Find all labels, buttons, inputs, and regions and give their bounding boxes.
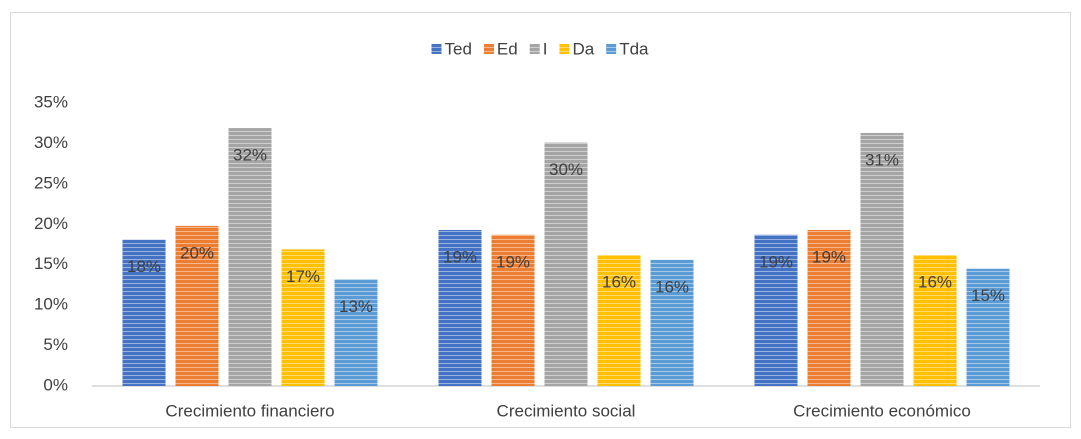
legend-label: Da bbox=[572, 39, 594, 58]
y-tick-label: 10% bbox=[34, 295, 68, 314]
legend-swatch bbox=[559, 44, 570, 54]
y-tick-label: 15% bbox=[34, 254, 68, 273]
data-label: 19% bbox=[496, 252, 530, 271]
legend-label: I bbox=[543, 39, 548, 58]
data-label: 19% bbox=[443, 247, 477, 266]
legend-label: Tda bbox=[619, 39, 649, 58]
data-label: 30% bbox=[549, 160, 583, 179]
data-label: 16% bbox=[918, 272, 952, 291]
legend-swatch bbox=[606, 44, 617, 54]
bar bbox=[491, 234, 535, 386]
y-tick-label: 30% bbox=[34, 133, 68, 152]
data-label: 13% bbox=[339, 297, 373, 316]
legend-label: Ed bbox=[497, 39, 518, 58]
data-label: 32% bbox=[233, 146, 267, 165]
bar bbox=[807, 229, 851, 386]
data-label: 17% bbox=[286, 267, 320, 286]
data-label: 15% bbox=[971, 286, 1005, 305]
bar bbox=[597, 255, 641, 386]
legend-label: Ted bbox=[445, 39, 472, 58]
legend-swatch bbox=[483, 44, 494, 54]
y-tick-label: 25% bbox=[34, 173, 68, 192]
x-tick-label: Crecimiento social bbox=[497, 401, 636, 420]
chart-frame bbox=[10, 12, 1071, 428]
bar bbox=[913, 255, 957, 386]
x-tick-label: Crecimiento económico bbox=[793, 401, 971, 420]
bar bbox=[650, 259, 694, 386]
y-tick-label: 35% bbox=[34, 92, 68, 111]
legend-swatch bbox=[431, 44, 442, 54]
bar bbox=[966, 268, 1010, 386]
data-label: 16% bbox=[602, 272, 636, 291]
data-label: 19% bbox=[759, 252, 793, 271]
bar bbox=[544, 142, 588, 386]
y-tick-label: 20% bbox=[34, 214, 68, 233]
legend-swatch bbox=[529, 44, 540, 54]
bar bbox=[438, 229, 482, 386]
data-label: 20% bbox=[180, 243, 214, 262]
legend: Ted Ed I Da Tda bbox=[431, 39, 649, 58]
bar bbox=[281, 249, 325, 386]
data-label: 16% bbox=[655, 277, 689, 296]
bar bbox=[122, 239, 166, 386]
data-label: 19% bbox=[812, 247, 846, 266]
bar bbox=[334, 279, 378, 386]
bar bbox=[754, 234, 798, 386]
bar bbox=[175, 225, 219, 386]
bar bbox=[228, 128, 272, 386]
y-tick-label: 0% bbox=[43, 375, 68, 394]
bar bbox=[860, 132, 904, 386]
x-tick-label: Crecimiento financiero bbox=[165, 401, 334, 420]
y-tick-label: 5% bbox=[43, 335, 68, 354]
data-label: 18% bbox=[127, 257, 161, 276]
data-label: 31% bbox=[865, 150, 899, 169]
